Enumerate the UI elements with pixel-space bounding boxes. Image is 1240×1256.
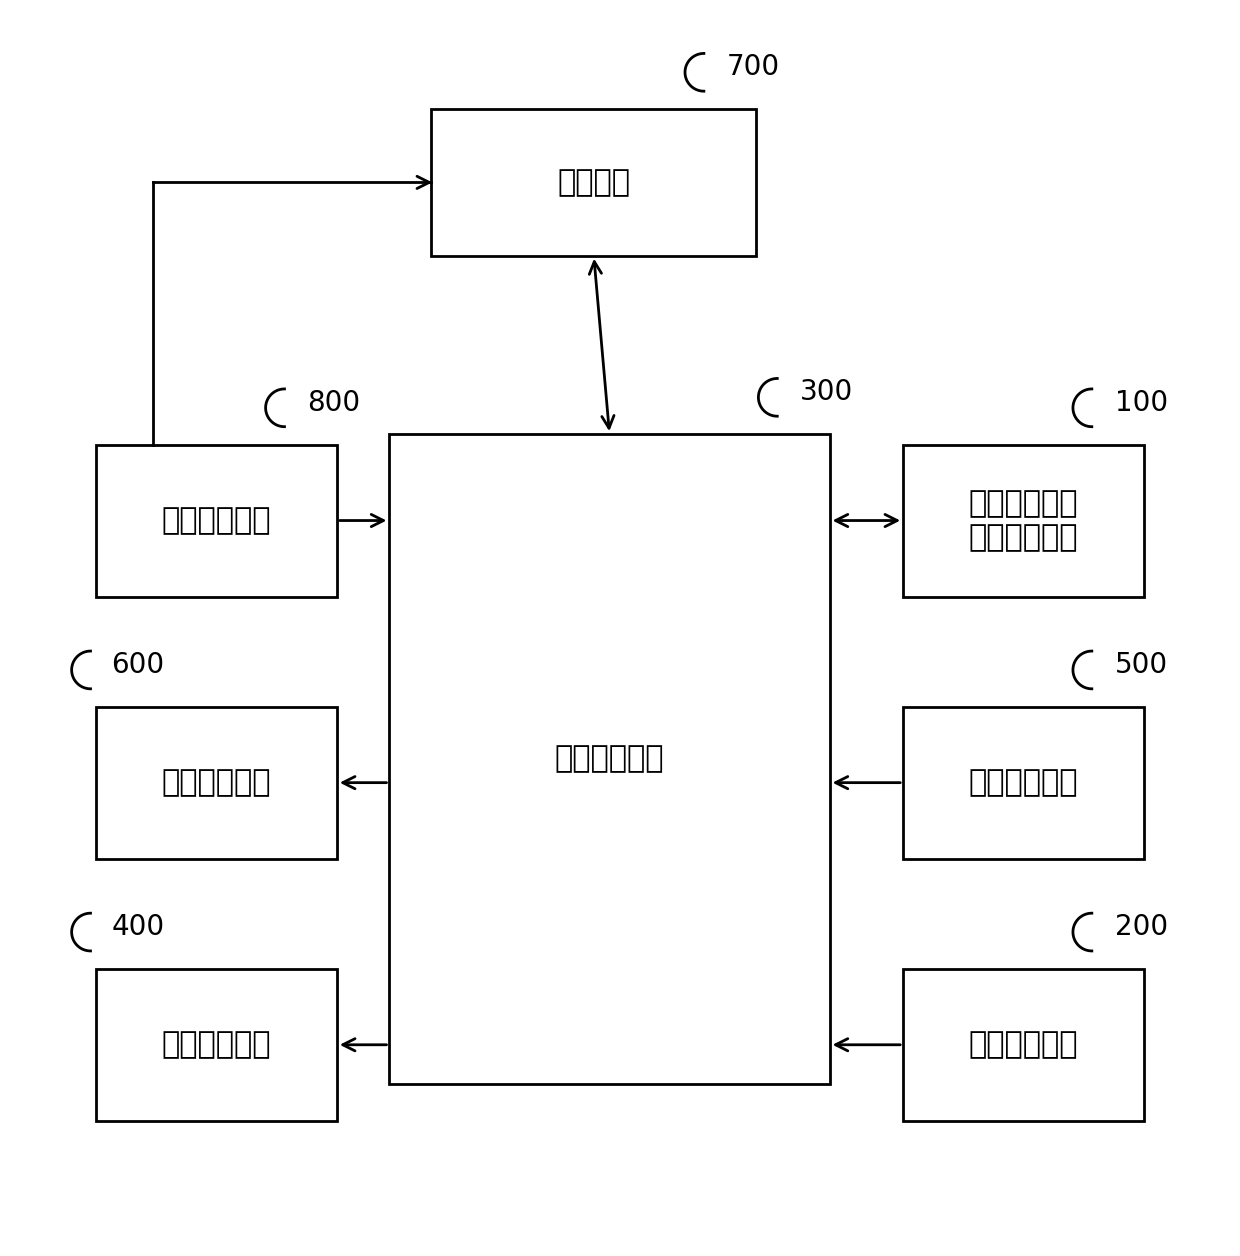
Bar <box>432 109 756 256</box>
Text: 隔离电源单元: 隔离电源单元 <box>161 506 272 535</box>
Text: 500: 500 <box>1115 651 1168 679</box>
Bar <box>389 435 830 1084</box>
Text: 400: 400 <box>112 913 165 941</box>
Text: 800: 800 <box>308 389 361 417</box>
Bar <box>903 707 1145 859</box>
Text: 风机控制单元: 风机控制单元 <box>161 769 272 798</box>
Bar <box>95 445 337 597</box>
Text: 200: 200 <box>1115 913 1168 941</box>
Text: 100: 100 <box>1115 389 1168 417</box>
Text: 温度检测单元: 温度检测单元 <box>968 769 1079 798</box>
Text: 300: 300 <box>800 378 853 407</box>
Text: 显示单元: 显示单元 <box>557 168 630 197</box>
Text: 输入输出信号
光电隔离单元: 输入输出信号 光电隔离单元 <box>968 490 1079 551</box>
Text: 700: 700 <box>727 54 780 82</box>
Text: 600: 600 <box>112 651 165 679</box>
Text: 过零检测单元: 过零检测单元 <box>968 1030 1079 1059</box>
Bar <box>95 968 337 1120</box>
Bar <box>903 968 1145 1120</box>
Bar <box>903 445 1145 597</box>
Bar <box>95 707 337 859</box>
Text: 控制处理单元: 控制处理单元 <box>554 745 665 774</box>
Text: 驱动隔离单元: 驱动隔离单元 <box>161 1030 272 1059</box>
